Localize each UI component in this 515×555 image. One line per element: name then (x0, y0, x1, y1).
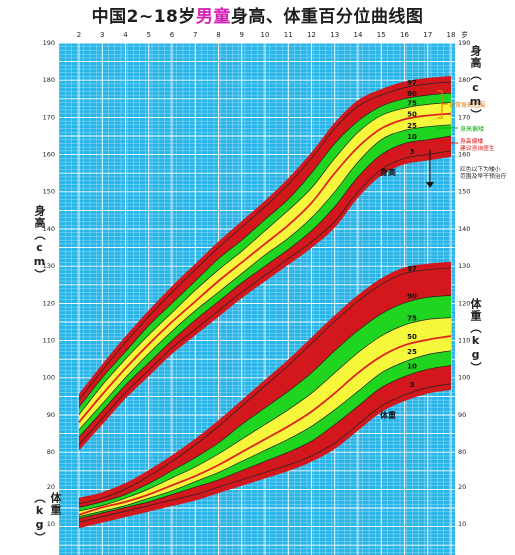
age-tick-label: 17 (423, 31, 432, 39)
weight-line-p90 (78, 295, 452, 508)
page-title: 中国2~18岁男童身高、体重百分位曲线图 (91, 7, 424, 27)
age-tick-label: 9 (240, 31, 244, 39)
weight-percentile-label: 50 (407, 333, 417, 341)
height-line-p97 (78, 81, 452, 401)
weight-percentile-label: 10 (407, 363, 417, 371)
height-tick-label-right: 140 (458, 225, 470, 233)
age-tick-label: 16 (400, 31, 409, 39)
height-tick-label-right: 110 (458, 336, 470, 344)
weight-line-p50 (78, 335, 452, 516)
right-height-axis-label: 身高（cm） (469, 45, 482, 121)
height-tick-label-left: 80 (47, 448, 55, 456)
height-line-p25 (78, 124, 452, 430)
height-tick-label-left: 160 (43, 151, 55, 159)
height-tick-label-left: 150 (43, 188, 55, 196)
height-percentile-label: 25 (407, 122, 417, 130)
age-unit-label: 岁 (461, 30, 468, 39)
age-tick-label: 8 (216, 31, 220, 39)
height-tick-label-right: 80 (458, 448, 466, 456)
age-tick-label: 6 (170, 31, 175, 39)
height-zone-label: 身高 (380, 167, 396, 177)
weight-band-90-97 (79, 267, 451, 508)
height-percentile-label: 97 (407, 79, 417, 87)
height-line-p50 (78, 112, 452, 423)
age-tick-label: 3 (100, 31, 104, 39)
left-weight-axis-label: 体重（kg） (33, 492, 62, 544)
height-tick-label-right: 180 (458, 76, 470, 84)
left-height-axis-label: 身高（cm） (33, 205, 46, 281)
age-tick-label: 11 (284, 31, 293, 39)
weight-tick-label-right: 20 (458, 483, 466, 491)
weight-percentile-label: 90 (407, 292, 417, 300)
age-tick-label: 12 (307, 31, 316, 39)
weight-zone-label: 体重 (380, 410, 396, 420)
weight-band-25-50 (79, 336, 451, 517)
height-line-p3 (78, 150, 452, 445)
weight-band-3-10 (79, 365, 451, 523)
weight-line-p97 (78, 267, 452, 505)
weight-tick-label-left: 10 (47, 520, 55, 528)
weight-percentile-label: 75 (407, 315, 417, 323)
weight-line-p10 (78, 365, 452, 519)
height-tick-label-right: 120 (458, 299, 470, 307)
weight-band-10-25 (79, 350, 451, 519)
height-line-p10 (78, 135, 452, 438)
height-tick-label-right: 190 (458, 39, 470, 47)
age-tick-label: 7 (193, 31, 197, 39)
height-tick-label-left: 170 (43, 113, 55, 121)
age-tick-label: 13 (330, 31, 339, 39)
weight-line-p25 (78, 350, 452, 517)
weight-line-p75 (78, 317, 452, 512)
low-height-note: 身高偏矮 (460, 125, 484, 133)
age-tick-label: 4 (123, 31, 128, 39)
height-tick-label-left: 90 (47, 411, 55, 419)
height-line-p75 (78, 102, 452, 416)
height-tick-label-left: 180 (43, 76, 55, 84)
weight-tick-label-right: 10 (458, 520, 466, 528)
height-line-p90 (78, 92, 452, 408)
weight-band-above-97 (79, 261, 451, 504)
red-zone-note: 红色以下为矮小范围及早干预治疗 (460, 165, 507, 180)
height-percentile-label: 75 (407, 99, 417, 107)
height-percentile-label: 10 (407, 133, 417, 141)
height-tick-label-left: 130 (43, 262, 55, 270)
very-low-note: 身高偏矮建议咨询医生 (460, 137, 495, 152)
weight-band-75-90 (79, 295, 451, 512)
height-tick-label-right: 130 (458, 262, 470, 270)
weight-band-50-75 (79, 317, 451, 515)
height-tick-label-right: 150 (458, 188, 470, 196)
height-tick-label-left: 190 (43, 39, 55, 47)
age-tick-label: 15 (377, 31, 386, 39)
height-tick-label-right: 170 (458, 113, 470, 121)
height-tick-label-right: 160 (458, 151, 470, 159)
height-percentile-label: 50 (407, 111, 417, 119)
height-tick-label-left: 140 (43, 225, 55, 233)
weight-band-below-3 (79, 383, 451, 529)
weight-percentile-label: 97 (407, 265, 417, 273)
height-tick-label-right: 100 (458, 374, 470, 382)
age-tick-label: 2 (77, 31, 81, 39)
right-weight-axis-label: 体重（kg） (469, 298, 482, 374)
red-note-arrow-head (426, 182, 434, 188)
height-tick-label-left: 110 (43, 336, 55, 344)
height-percentile-label: 90 (407, 90, 417, 98)
age-tick-label: 14 (354, 31, 363, 39)
height-tick-label-right: 90 (458, 411, 466, 419)
age-tick-label: 10 (261, 31, 270, 39)
age-tick-label: 5 (147, 31, 151, 39)
height-percentile-label: 3 (410, 148, 415, 156)
title-highlight: 男童 (195, 7, 231, 27)
height-tick-label-left: 100 (43, 374, 55, 382)
height-tick-label-left: 120 (43, 299, 55, 307)
weight-tick-label-left: 20 (47, 483, 55, 491)
weight-percentile-label: 3 (410, 381, 415, 389)
age-tick-label: 18 (447, 31, 456, 39)
weight-percentile-label: 25 (407, 348, 417, 356)
normal-range-note: 正常身高范围 (449, 101, 485, 109)
weight-line-p3 (78, 383, 452, 523)
